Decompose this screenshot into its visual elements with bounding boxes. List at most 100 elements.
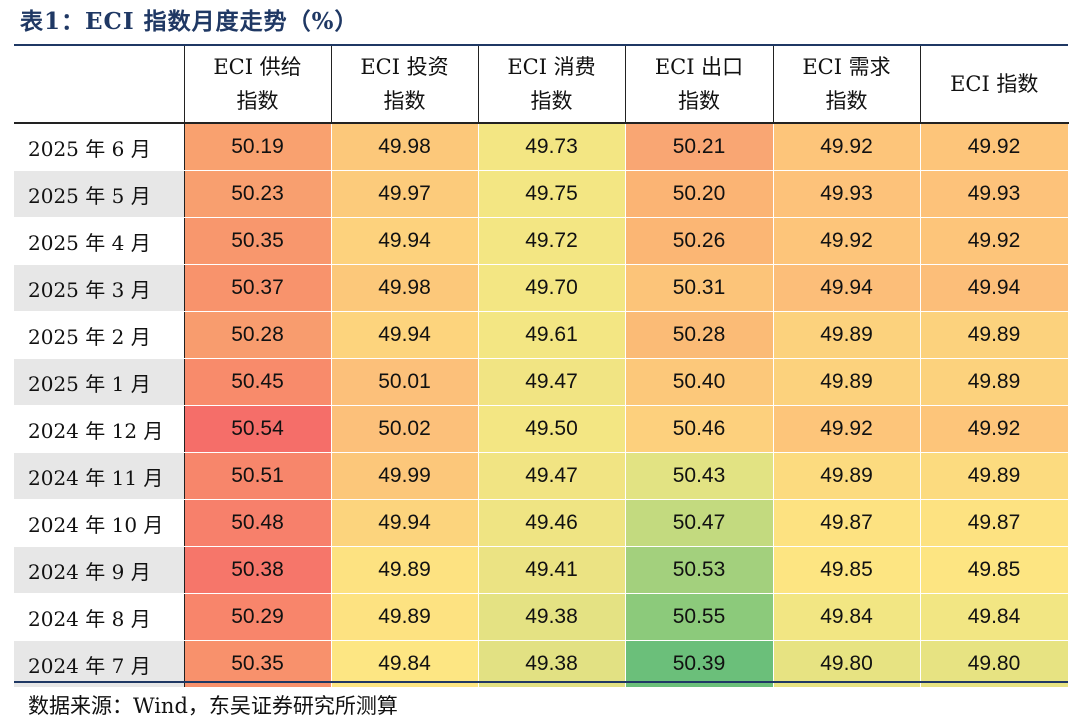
table-cell: 50.54 — [184, 405, 332, 453]
table-cell: 49.89 — [331, 546, 479, 594]
header-line: ECI 供给 — [213, 55, 302, 79]
table-cell: 49.92 — [920, 217, 1069, 265]
table-cell: 49.50 — [478, 405, 626, 453]
table-cell: 49.80 — [773, 640, 921, 687]
table-cell: 49.84 — [920, 593, 1069, 641]
table-cell: 49.41 — [478, 546, 626, 594]
table-cell: 49.47 — [478, 358, 626, 406]
row-label: 2025 年 2 月 — [14, 311, 185, 359]
header-line: 指数 — [383, 89, 426, 113]
table-cell: 49.94 — [773, 264, 921, 312]
table-cell: 49.47 — [478, 452, 626, 500]
table-row: 2024 年 10 月 50.48 49.94 49.46 50.47 49.87 49.8… — [14, 499, 1069, 547]
table-row: 2025 年 5 月 50.23 49.97 49.75 50.20 49.93 49.93 — [14, 170, 1069, 218]
table-cell: 50.28 — [184, 311, 332, 359]
table-cell: 49.92 — [773, 217, 921, 265]
table-cell: 49.70 — [478, 264, 626, 312]
table-cell: 49.89 — [331, 593, 479, 641]
table-cell: 50.53 — [625, 546, 774, 594]
table-cell: 50.23 — [184, 170, 332, 218]
table-cell: 50.46 — [625, 405, 774, 453]
row-label: 2024 年 12 月 — [14, 405, 185, 453]
table-cell: 50.55 — [625, 593, 774, 641]
table-cell: 50.26 — [625, 217, 774, 265]
table-cell: 49.98 — [331, 264, 479, 312]
row-label: 2024 年 11 月 — [14, 452, 185, 500]
table-cell: 49.89 — [920, 452, 1069, 500]
table-cell: 49.38 — [478, 593, 626, 641]
table-cell: 50.31 — [625, 264, 774, 312]
header-eci: ECI 指数 — [920, 46, 1068, 124]
row-label: 2024 年 10 月 — [14, 499, 185, 547]
table-cell: 49.94 — [331, 311, 479, 359]
table-cell: 49.75 — [478, 170, 626, 218]
header-investment: ECI 投资 指数 — [331, 46, 479, 124]
table-row: 2025 年 1 月 50.45 50.01 49.47 50.40 49.89 49.89 — [14, 358, 1069, 406]
table-cell: 49.72 — [478, 217, 626, 265]
table-cell: 50.21 — [625, 123, 774, 171]
table-row: 2024 年 11 月 50.51 49.99 49.47 50.43 49.89 49.8… — [14, 452, 1069, 500]
table-cell: 49.92 — [773, 123, 921, 171]
table-cell: 49.38 — [478, 640, 626, 687]
table-cell: 49.85 — [920, 546, 1069, 594]
header-line: 指数 — [236, 89, 279, 113]
table-cell: 49.89 — [920, 358, 1069, 406]
row-label: 2025 年 1 月 — [14, 358, 185, 406]
table-body: 2025 年 6 月 50.19 49.98 49.73 50.21 49.92 49.92… — [14, 123, 1069, 687]
table-row: 2024 年 9 月 50.38 49.89 49.41 50.53 49.85 49.85 — [14, 546, 1069, 594]
table-title: 表1：ECI 指数月度走势（%） — [20, 8, 359, 35]
table-row: 2024 年 8 月 50.29 49.89 49.38 50.55 49.84 49.84 — [14, 593, 1069, 641]
table-cell: 50.48 — [184, 499, 332, 547]
bottom-rule — [14, 681, 1068, 683]
table-cell: 50.35 — [184, 217, 332, 265]
header-line: 指数 — [825, 89, 868, 113]
table-row: 2025 年 4 月 50.35 49.94 49.72 50.26 49.92 49.92 — [14, 217, 1069, 265]
row-label: 2025 年 3 月 — [14, 264, 185, 312]
table-cell: 49.89 — [773, 452, 921, 500]
table-row: 2025 年 3 月 50.37 49.98 49.70 50.31 49.94 49.94 — [14, 264, 1069, 312]
header-line: ECI 出口 — [654, 55, 744, 79]
table-cell: 49.89 — [773, 358, 921, 406]
table-cell: 50.29 — [184, 593, 332, 641]
table-cell: 50.37 — [184, 264, 332, 312]
table-cell: 49.93 — [920, 170, 1069, 218]
table-cell: 49.89 — [920, 311, 1069, 359]
row-label: 2024 年 7 月 — [14, 640, 185, 687]
row-label: 2024 年 8 月 — [14, 593, 185, 641]
table-cell: 49.94 — [331, 217, 479, 265]
top-rule — [14, 44, 1068, 46]
header-demand: ECI 需求 指数 — [773, 46, 921, 124]
table-cell: 49.73 — [478, 123, 626, 171]
table-cell: 50.20 — [625, 170, 774, 218]
header-export: ECI 出口 指数 — [625, 46, 774, 124]
header-line: ECI 需求 — [802, 55, 891, 79]
table-cell: 50.43 — [625, 452, 774, 500]
table-cell: 49.94 — [920, 264, 1069, 312]
table-cell: 49.80 — [920, 640, 1069, 687]
table-row: 2024 年 7 月 50.35 49.84 49.38 50.39 49.80 49.80 — [14, 640, 1069, 687]
table-cell: 49.87 — [773, 499, 921, 547]
row-label: 2025 年 6 月 — [14, 123, 185, 171]
header-supply: ECI 供给 指数 — [184, 46, 332, 124]
table-cell: 49.92 — [773, 405, 921, 453]
table-cell: 50.45 — [184, 358, 332, 406]
table-cell: 50.47 — [625, 499, 774, 547]
row-label: 2025 年 4 月 — [14, 217, 185, 265]
eci-table: ECI 供给 指数 ECI 投资 指数 ECI 消费 指数 ECI 出口 指数 … — [14, 46, 1069, 687]
table-row: 2025 年 2 月 50.28 49.94 49.61 50.28 49.89 49.89 — [14, 311, 1069, 359]
table-cell: 49.61 — [478, 311, 626, 359]
header-line: 指数 — [530, 89, 573, 113]
table-cell: 50.38 — [184, 546, 332, 594]
header-line: ECI 指数 — [950, 72, 1039, 96]
table-cell: 50.02 — [331, 405, 479, 453]
header-line: ECI 投资 — [360, 55, 449, 79]
header-consumption: ECI 消费 指数 — [478, 46, 626, 124]
table-cell: 49.92 — [920, 405, 1069, 453]
row-label: 2025 年 5 月 — [14, 170, 185, 218]
table-cell: 49.92 — [920, 123, 1069, 171]
table-cell: 50.51 — [184, 452, 332, 500]
table-cell: 49.94 — [331, 499, 479, 547]
table-cell: 49.97 — [331, 170, 479, 218]
header-blank — [14, 46, 185, 124]
table-cell: 49.84 — [773, 593, 921, 641]
